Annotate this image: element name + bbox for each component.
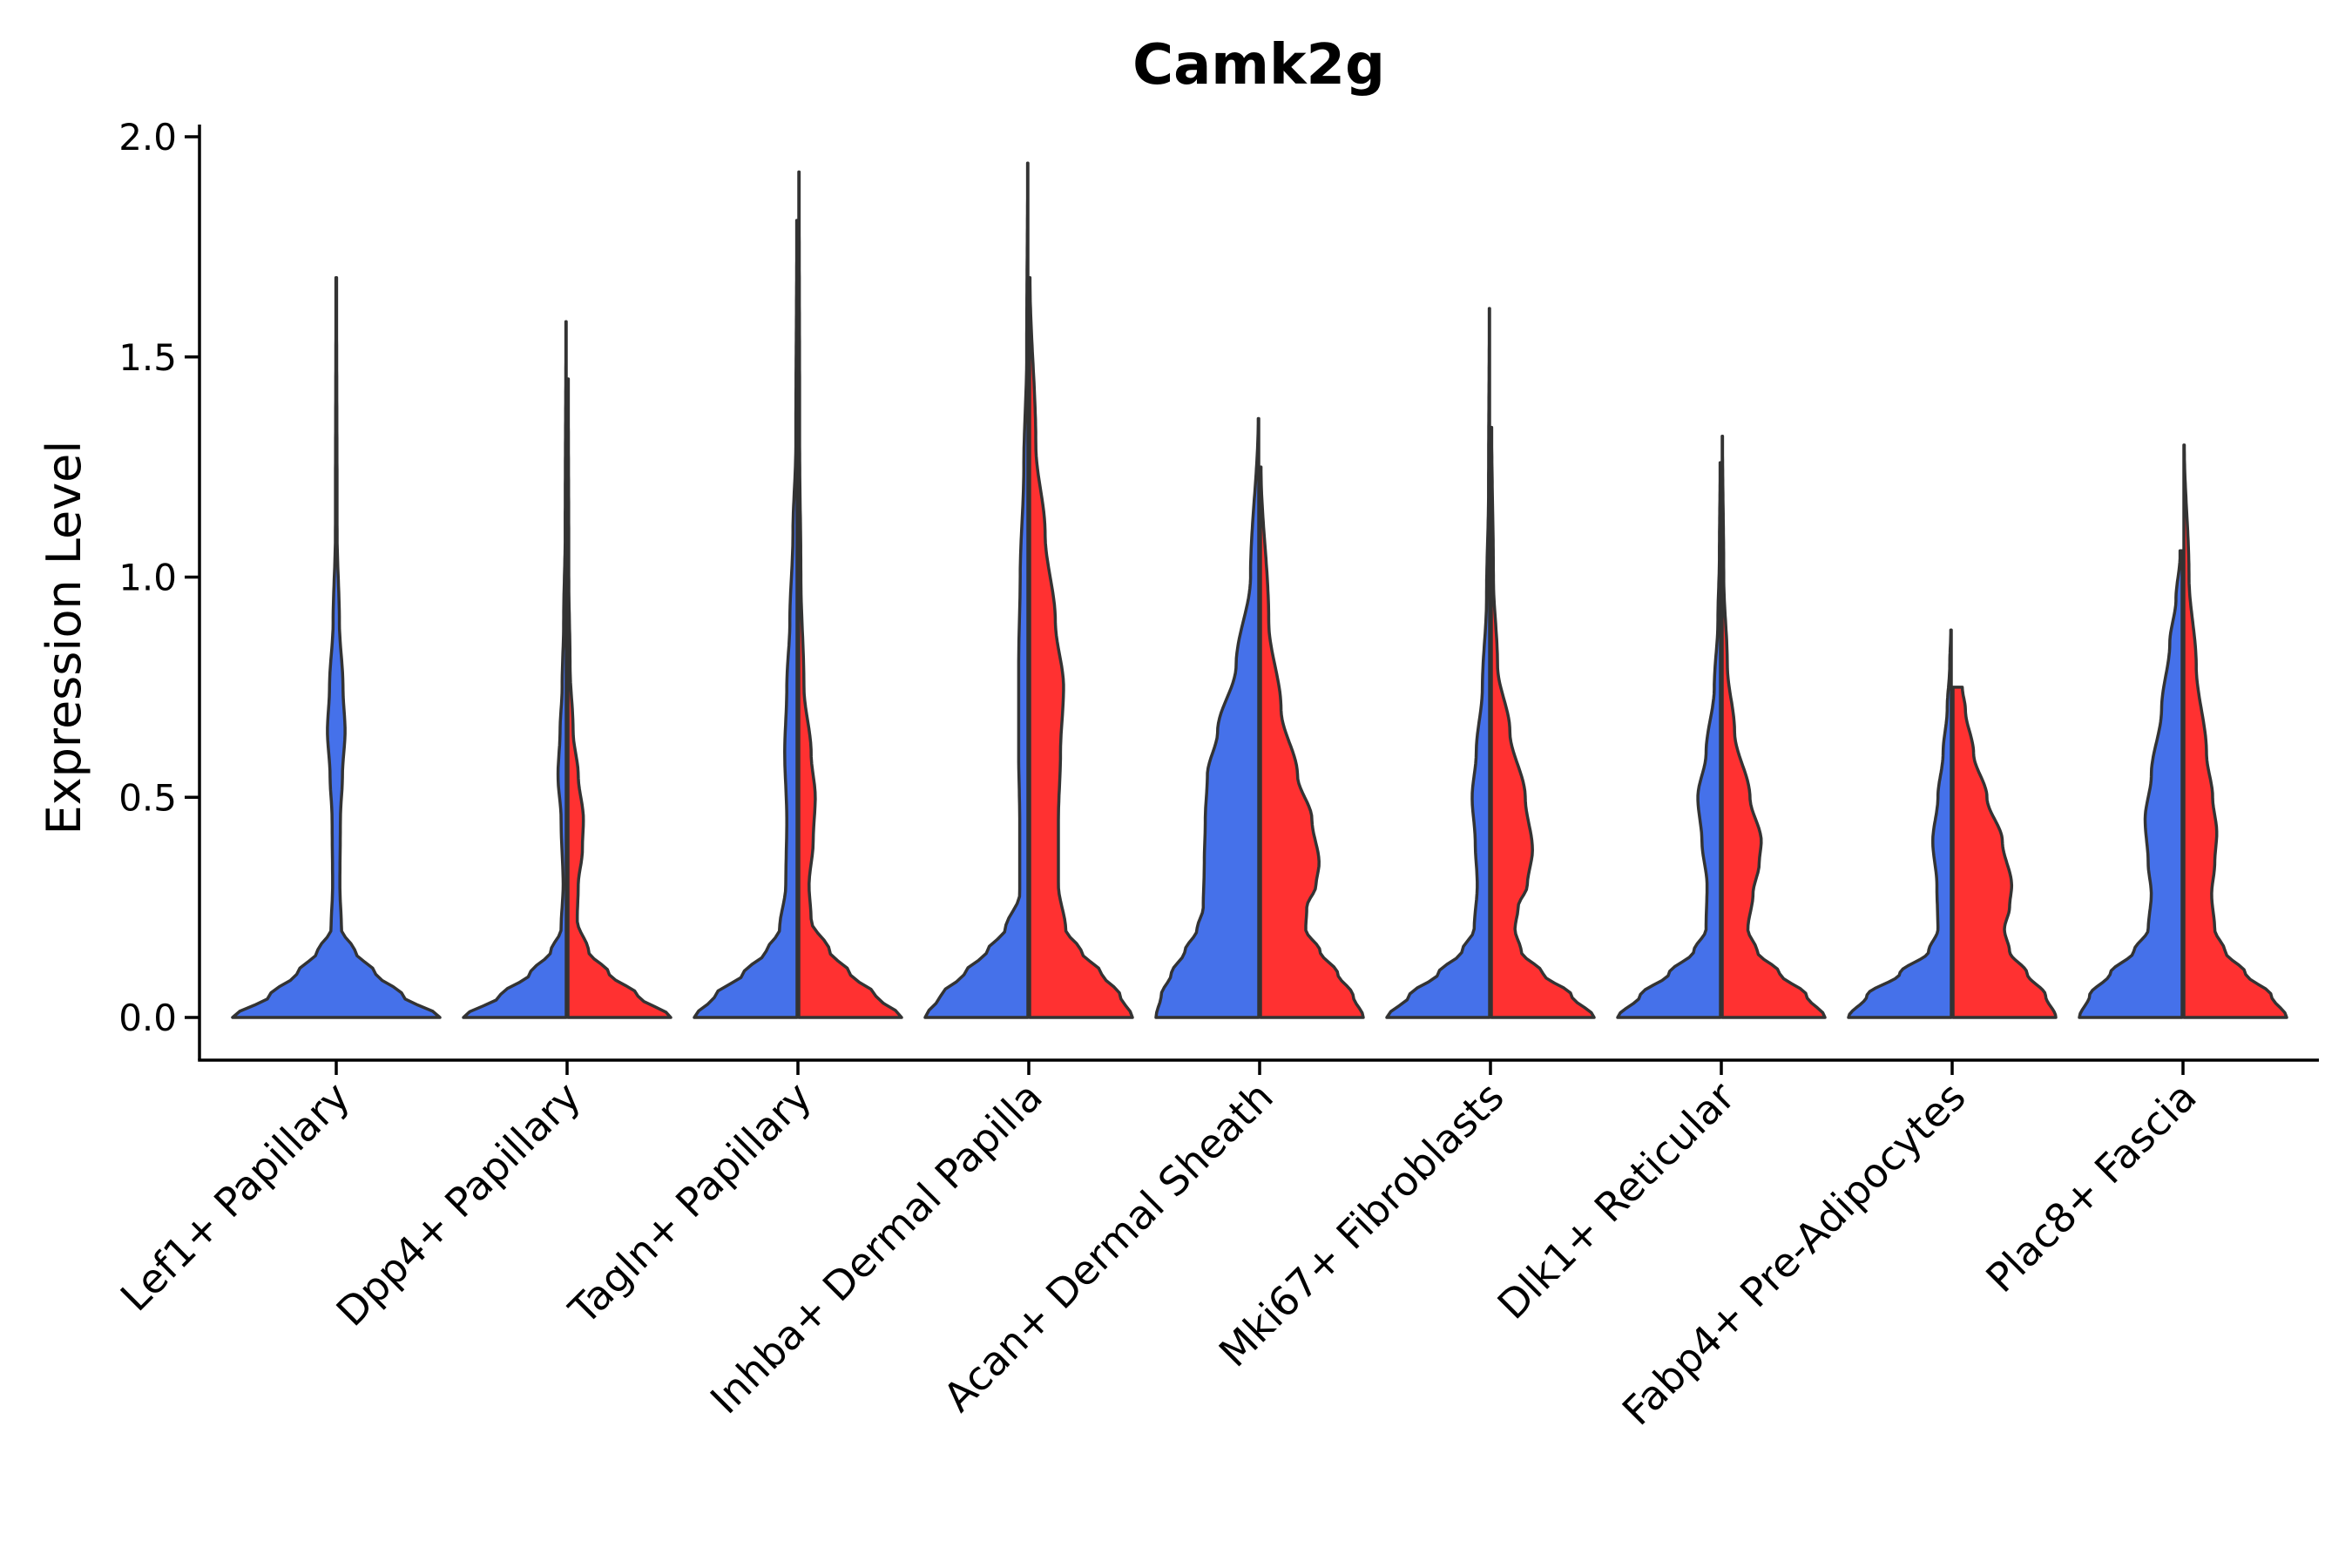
- x-tick-label: Lef1+ Papillary: [112, 1073, 359, 1321]
- x-tick-label: Dpp4+ Papillary: [328, 1073, 590, 1335]
- violin-right-4: [1259, 465, 1365, 1019]
- violin-left-4: [1154, 416, 1260, 1019]
- violin-left-7: [1847, 628, 1953, 1019]
- violin-right-2: [797, 170, 903, 1019]
- violin-right-5: [1490, 425, 1596, 1019]
- violin-left-5: [1385, 307, 1491, 1019]
- violin-left-6: [1616, 461, 1722, 1019]
- violin-left-8: [2078, 549, 2184, 1019]
- violin-left-1: [462, 320, 568, 1019]
- violin-right-3: [1028, 276, 1134, 1019]
- x-tick-label: Tagln+ Papillary: [559, 1073, 821, 1335]
- y-tick-label: 1.5: [118, 336, 177, 379]
- x-tick-label: Plac8+ Fascia: [1977, 1073, 2205, 1301]
- y-tick-label: 2.0: [118, 116, 177, 159]
- y-tick-label: 1.0: [118, 557, 177, 599]
- violin-right-1: [566, 377, 672, 1019]
- y-tick-label: 0.5: [118, 776, 177, 819]
- y-axis-label: Expression Level: [37, 441, 91, 835]
- violin-left-3: [923, 161, 1030, 1019]
- violin-layer: [231, 161, 2288, 1019]
- violin-right-6: [1720, 434, 1827, 1019]
- violin-full-0: [231, 276, 442, 1019]
- y-ticks: 0.0 0.5 1.0 1.5 2.0: [118, 116, 199, 1039]
- y-tick-label: 0.0: [118, 997, 177, 1039]
- violin-right-8: [2182, 443, 2288, 1019]
- chart-title: Camk2g: [1132, 33, 1385, 98]
- violin-right-7: [1951, 686, 2058, 1019]
- x-tick-label: Dlk1+ Reticular: [1489, 1073, 1744, 1328]
- violin-left-2: [693, 219, 799, 1019]
